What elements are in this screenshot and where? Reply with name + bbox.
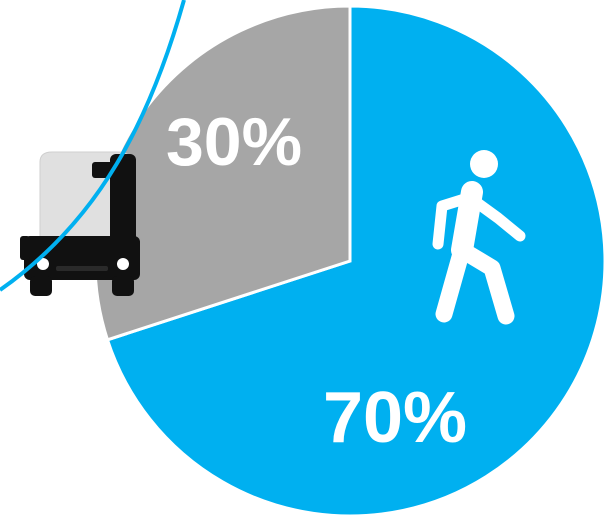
pie-slice-70: [105, 4, 607, 518]
pie-slices: [93, 4, 607, 518]
slice-label-30: 30%: [166, 104, 302, 180]
decorative-arc: [0, 0, 186, 292]
slice-label-70: 70%: [323, 378, 467, 458]
bus-icon: [20, 151, 140, 296]
pedestrian-walking-icon: [432, 150, 526, 325]
